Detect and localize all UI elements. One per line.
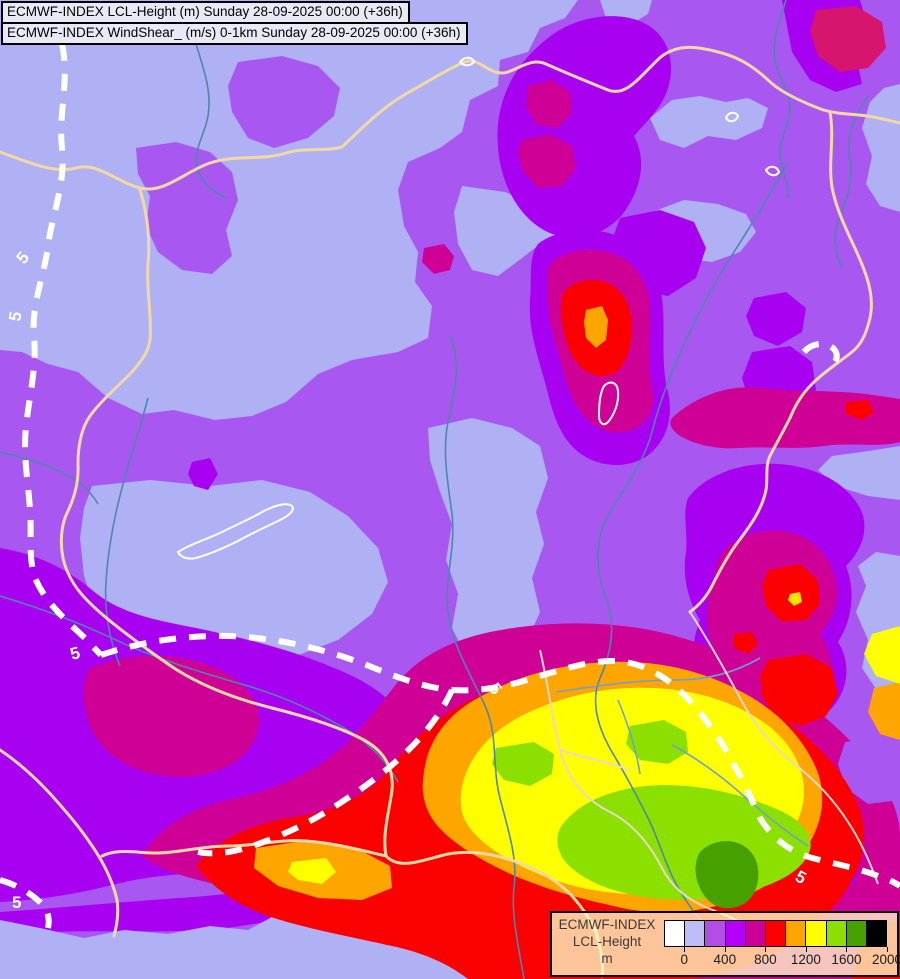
legend-tick <box>846 947 848 952</box>
hotspot-orange-core <box>584 306 608 348</box>
lake-outlines <box>176 56 781 560</box>
legend-unit: m <box>601 951 613 966</box>
legend-tick <box>805 947 807 952</box>
legend-tick-label: 2000 <box>871 952 900 967</box>
legend-swatch <box>846 921 867 946</box>
legend-title: ECMWF-INDEX LCL-Height m <box>552 916 662 967</box>
legend-swatch <box>725 921 746 946</box>
admin-borders <box>539 611 879 930</box>
legend-swatch <box>765 921 787 946</box>
shear-label-5: 5 <box>12 893 21 912</box>
shear-label-5: 5 <box>5 310 25 323</box>
legend-swatch <box>665 921 686 946</box>
legend-box: ECMWF-INDEX LCL-Height m 0 400 800 1200 1600… <box>550 911 900 977</box>
legend-swatch <box>786 921 807 946</box>
legend-tick-label: 1200 <box>790 952 821 967</box>
legend-swatch <box>745 921 766 946</box>
legend-tick <box>724 947 726 952</box>
legend-title-line2: LCL-Height <box>572 934 642 949</box>
legend-title-line1: ECMWF-INDEX <box>558 917 656 932</box>
lcl-band-purple-patches <box>136 56 340 274</box>
legend-tick-label: 0 <box>680 952 689 967</box>
legend-swatch <box>826 921 847 946</box>
legend-tick-label: 400 <box>713 952 737 967</box>
map-titles: ECMWF-INDEX LCL-Height (m) Sunday 28-09-… <box>1 1 468 45</box>
legend-tick <box>684 947 686 952</box>
title-windshear: ECMWF-INDEX WindShear_ (m/s) 0-1km Sunda… <box>1 22 468 45</box>
windshear-contours <box>0 43 900 929</box>
country-borders <box>0 45 900 978</box>
legend-tick <box>765 947 767 952</box>
legend-swatch-row <box>664 920 887 947</box>
hotspot-yellow-dot <box>788 592 802 606</box>
purple-island-se <box>838 738 900 804</box>
title-lcl-height: ECMWF-INDEX LCL-Height (m) Sunday 28-09-… <box>1 1 410 24</box>
legend-tick-label: 1600 <box>831 952 862 967</box>
legend-tick <box>887 947 888 952</box>
rivers <box>0 0 869 979</box>
legend-ticks <box>664 947 888 952</box>
lcl-band-green <box>695 841 759 909</box>
legend-tick-label: 800 <box>754 952 777 967</box>
legend-swatch <box>705 921 726 946</box>
lake-tisza <box>597 381 620 426</box>
lake-balaton <box>176 503 294 560</box>
legend-swatch <box>806 921 827 946</box>
legend-swatch <box>685 921 706 946</box>
legend-tick-labels: 0 400 800 1200 1600 2000 <box>664 952 900 968</box>
legend-swatch <box>866 921 887 946</box>
